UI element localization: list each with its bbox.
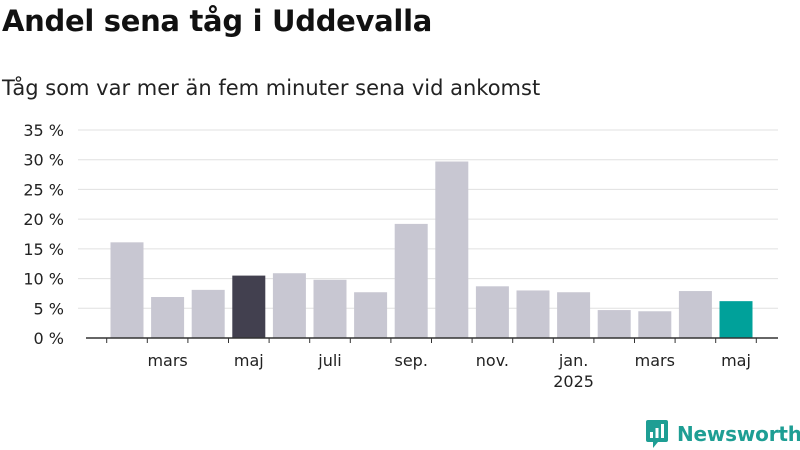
y-tick-label: 15 % xyxy=(23,240,64,259)
bar-2025-01 xyxy=(557,292,591,338)
x-tick-label: juli xyxy=(317,351,341,370)
bar-2024-11 xyxy=(475,286,509,338)
newsworthy-logo-icon xyxy=(646,420,668,448)
x-tick-label: mars xyxy=(147,351,187,370)
y-tick-label: 35 % xyxy=(23,121,64,140)
bar-2025-02 xyxy=(597,310,631,338)
bar-chart: 0 % 5 % 10 % 15 % 20 % 25 % 30 % 35 % mars maj ju… xyxy=(23,121,778,391)
bar-2024-12 xyxy=(516,290,550,338)
y-tick-label: 30 % xyxy=(23,151,64,170)
bar-2024-09 xyxy=(394,223,428,338)
bar-2024-04 xyxy=(191,289,225,338)
x-tick-label: sep. xyxy=(394,351,427,370)
y-tick-label: 0 % xyxy=(34,329,64,348)
x-tick-sublabel: 2025 xyxy=(553,372,594,391)
y-tick-label: 10 % xyxy=(23,270,64,289)
grid-lines xyxy=(78,129,778,309)
x-tick-label: maj xyxy=(721,351,751,370)
chart-title: Andel sena tåg i Uddevalla xyxy=(2,4,432,38)
y-tick-label: 25 % xyxy=(23,180,64,199)
bar-2024-03 xyxy=(151,296,185,338)
bar-2024-02 xyxy=(110,242,144,338)
x-tick-label: nov. xyxy=(476,351,509,370)
bar-2025-05 xyxy=(719,301,753,338)
brand-name: Newsworthy xyxy=(677,422,800,446)
bar-2025-03 xyxy=(638,311,672,338)
bars xyxy=(110,161,753,338)
y-tick-label: 20 % xyxy=(23,210,64,229)
x-tick-label: mars xyxy=(635,351,675,370)
bar-2025-04 xyxy=(678,291,712,338)
bar-2024-08 xyxy=(354,292,388,338)
chart-subtitle: Tåg som var mer än fem minuter sena vid … xyxy=(2,76,541,100)
x-axis: mars maj juli sep. nov. jan. 2025 mars maj xyxy=(86,337,778,391)
bar-2024-05 xyxy=(232,275,266,338)
bar-2024-06 xyxy=(272,273,306,338)
x-tick-label: maj xyxy=(234,351,264,370)
y-tick-label: 5 % xyxy=(34,299,64,318)
y-axis-labels: 0 % 5 % 10 % 15 % 20 % 25 % 30 % 35 % xyxy=(23,121,64,348)
x-tick-label: jan. xyxy=(558,351,588,370)
bar-2024-10 xyxy=(435,161,469,338)
bar-2024-07 xyxy=(313,279,347,338)
newsworthy-logo[interactable]: Newsworthy xyxy=(645,419,800,449)
